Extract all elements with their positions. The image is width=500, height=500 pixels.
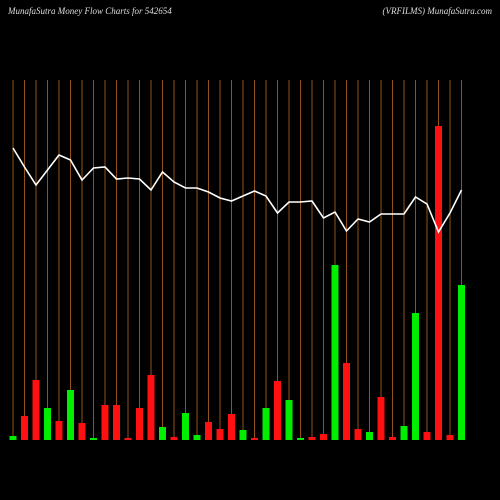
bar: [147, 375, 155, 440]
bar: [400, 426, 408, 440]
bar: [205, 422, 212, 440]
bar: [377, 397, 385, 440]
bar: [228, 414, 235, 440]
bar: [308, 437, 316, 440]
bar: [423, 432, 431, 440]
bar: [101, 405, 109, 440]
bar: [113, 405, 120, 440]
bar: [446, 435, 454, 440]
bar: [320, 434, 327, 440]
bar: [458, 285, 465, 440]
chart-title: MunafaSutra Money Flow Charts for 542654: [7, 6, 172, 16]
bar: [285, 400, 293, 440]
bar: [389, 437, 396, 440]
bar: [412, 313, 419, 440]
bar: [170, 437, 178, 440]
bar: [32, 380, 40, 440]
bar: [331, 265, 339, 440]
bar: [239, 430, 247, 440]
bar: [216, 429, 224, 440]
bar: [159, 427, 166, 440]
bar: [55, 421, 63, 440]
bar: [251, 438, 258, 440]
bar: [182, 413, 189, 440]
bar: [343, 363, 350, 440]
bar: [90, 438, 97, 440]
bar: [297, 438, 304, 440]
bar: [354, 429, 362, 440]
bar: [44, 408, 51, 440]
bar: [9, 436, 17, 440]
bar: [262, 408, 270, 440]
bar: [435, 126, 442, 440]
bar: [124, 438, 132, 440]
bar: [366, 432, 373, 440]
bar: [274, 381, 281, 440]
bar: [193, 435, 201, 440]
bar: [21, 416, 28, 440]
bar: [78, 423, 86, 440]
bar: [136, 408, 143, 440]
bar: [67, 390, 74, 440]
chart-subtitle: (VRFILMS) MunafaSutra.com: [383, 6, 493, 16]
money-flow-line: [12, 147, 463, 234]
